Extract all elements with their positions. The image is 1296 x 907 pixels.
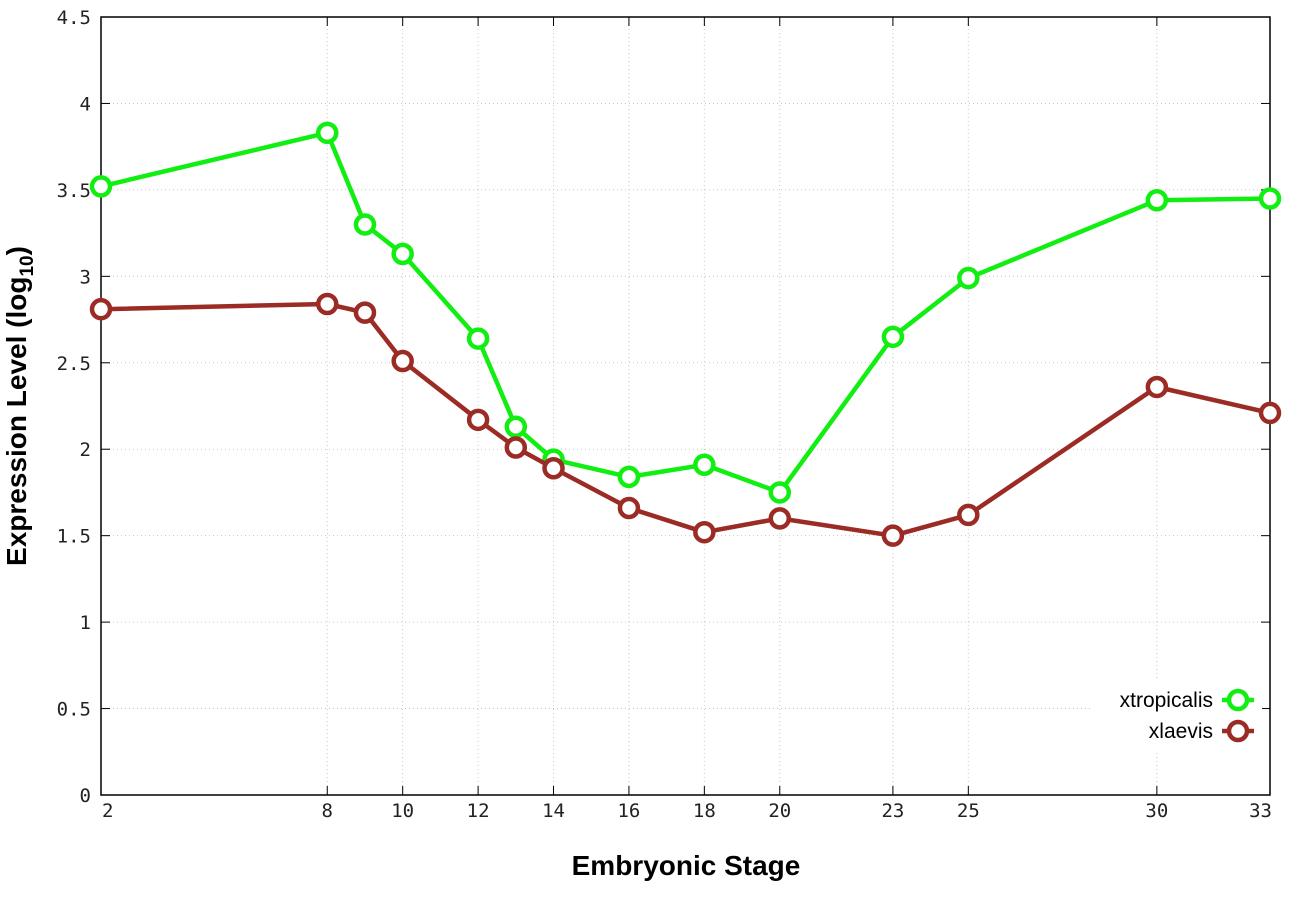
data-point-xtropicalis [1258,187,1282,210]
x-tick-label: 12 [467,800,490,822]
data-point-xlaevis [957,503,980,527]
data-point-xtropicalis [1145,189,1169,212]
data-point-xtropicalis [504,415,528,438]
data-point-xlaevis [89,297,113,321]
x-tick-label: 18 [693,800,716,822]
y-tick-label: 0 [80,785,91,807]
legend-label-xlaevis: xlaevis [1149,720,1213,743]
series-line-xlaevis [100,301,1271,538]
y-tick-label: 1.5 [57,526,91,548]
y-tick-label: 0.5 [57,699,91,721]
data-point-xtropicalis [693,453,716,477]
x-tick-label: 20 [768,800,791,822]
y-tick-label: 1 [80,612,91,634]
data-point-xlaevis [693,520,716,544]
y-tick-label: 4.5 [57,7,91,29]
legend-label-xtropicalis: xtropicalis [1120,689,1213,712]
data-point-xlaevis [316,292,339,316]
data-point-xlaevis [1145,375,1169,399]
data-point-xlaevis [1258,401,1282,425]
axis-ticks: 0 0.5 1 1.5 2 2.5 3 3.5 4 4.5 2 8 10 12 14 16 18 20 23 25 30… [57,7,1272,822]
x-tick-label: 14 [542,800,565,822]
y-tick-label: 2.5 [57,353,91,375]
data-point-xtropicalis [353,213,377,236]
data-point-xlaevis [617,496,641,520]
data-point-xlaevis [542,456,565,480]
legend: xtropicalis xlaevis [1090,678,1262,750]
series-line-xtropicalis [100,130,1271,495]
series-xlaevis [89,292,1282,547]
data-point-xtropicalis [316,121,339,145]
series-group [89,121,1282,547]
data-point-xtropicalis [466,327,490,350]
data-point-xlaevis [504,436,528,459]
data-point-xtropicalis [957,266,980,290]
y-axis-title: Expression Level (log10) [1,246,38,566]
data-point-xtropicalis [768,481,792,504]
y-tick-label: 4 [80,93,91,115]
y-tick-label: 2 [80,439,91,461]
data-point-xlaevis [768,507,792,530]
data-point-xlaevis [391,349,414,373]
data-point-xtropicalis [881,325,905,349]
x-tick-label: 25 [957,800,980,822]
x-tick-label: 33 [1249,800,1272,822]
x-tick-label: 2 [102,800,113,822]
legend-swatch-marker [1226,688,1250,712]
data-point-xtropicalis [391,242,414,266]
x-tick-label: 30 [1145,800,1168,822]
x-tick-label: 23 [881,800,904,822]
data-point-xtropicalis [89,175,113,198]
series-xtropicalis [89,121,1282,504]
data-point-xlaevis [466,408,490,432]
x-tick-label: 16 [617,800,640,822]
x-tick-label: 10 [391,800,414,822]
data-point-xtropicalis [617,465,641,489]
x-axis-title: Embryonic Stage [572,850,801,881]
data-point-xlaevis [881,524,905,547]
x-tick-label: 8 [322,800,333,822]
y-tick-label: 3.5 [57,180,91,202]
legend-swatch-marker [1226,719,1250,743]
grid-lines [101,17,1270,795]
y-tick-label: 3 [80,266,91,288]
data-point-xlaevis [353,301,377,324]
